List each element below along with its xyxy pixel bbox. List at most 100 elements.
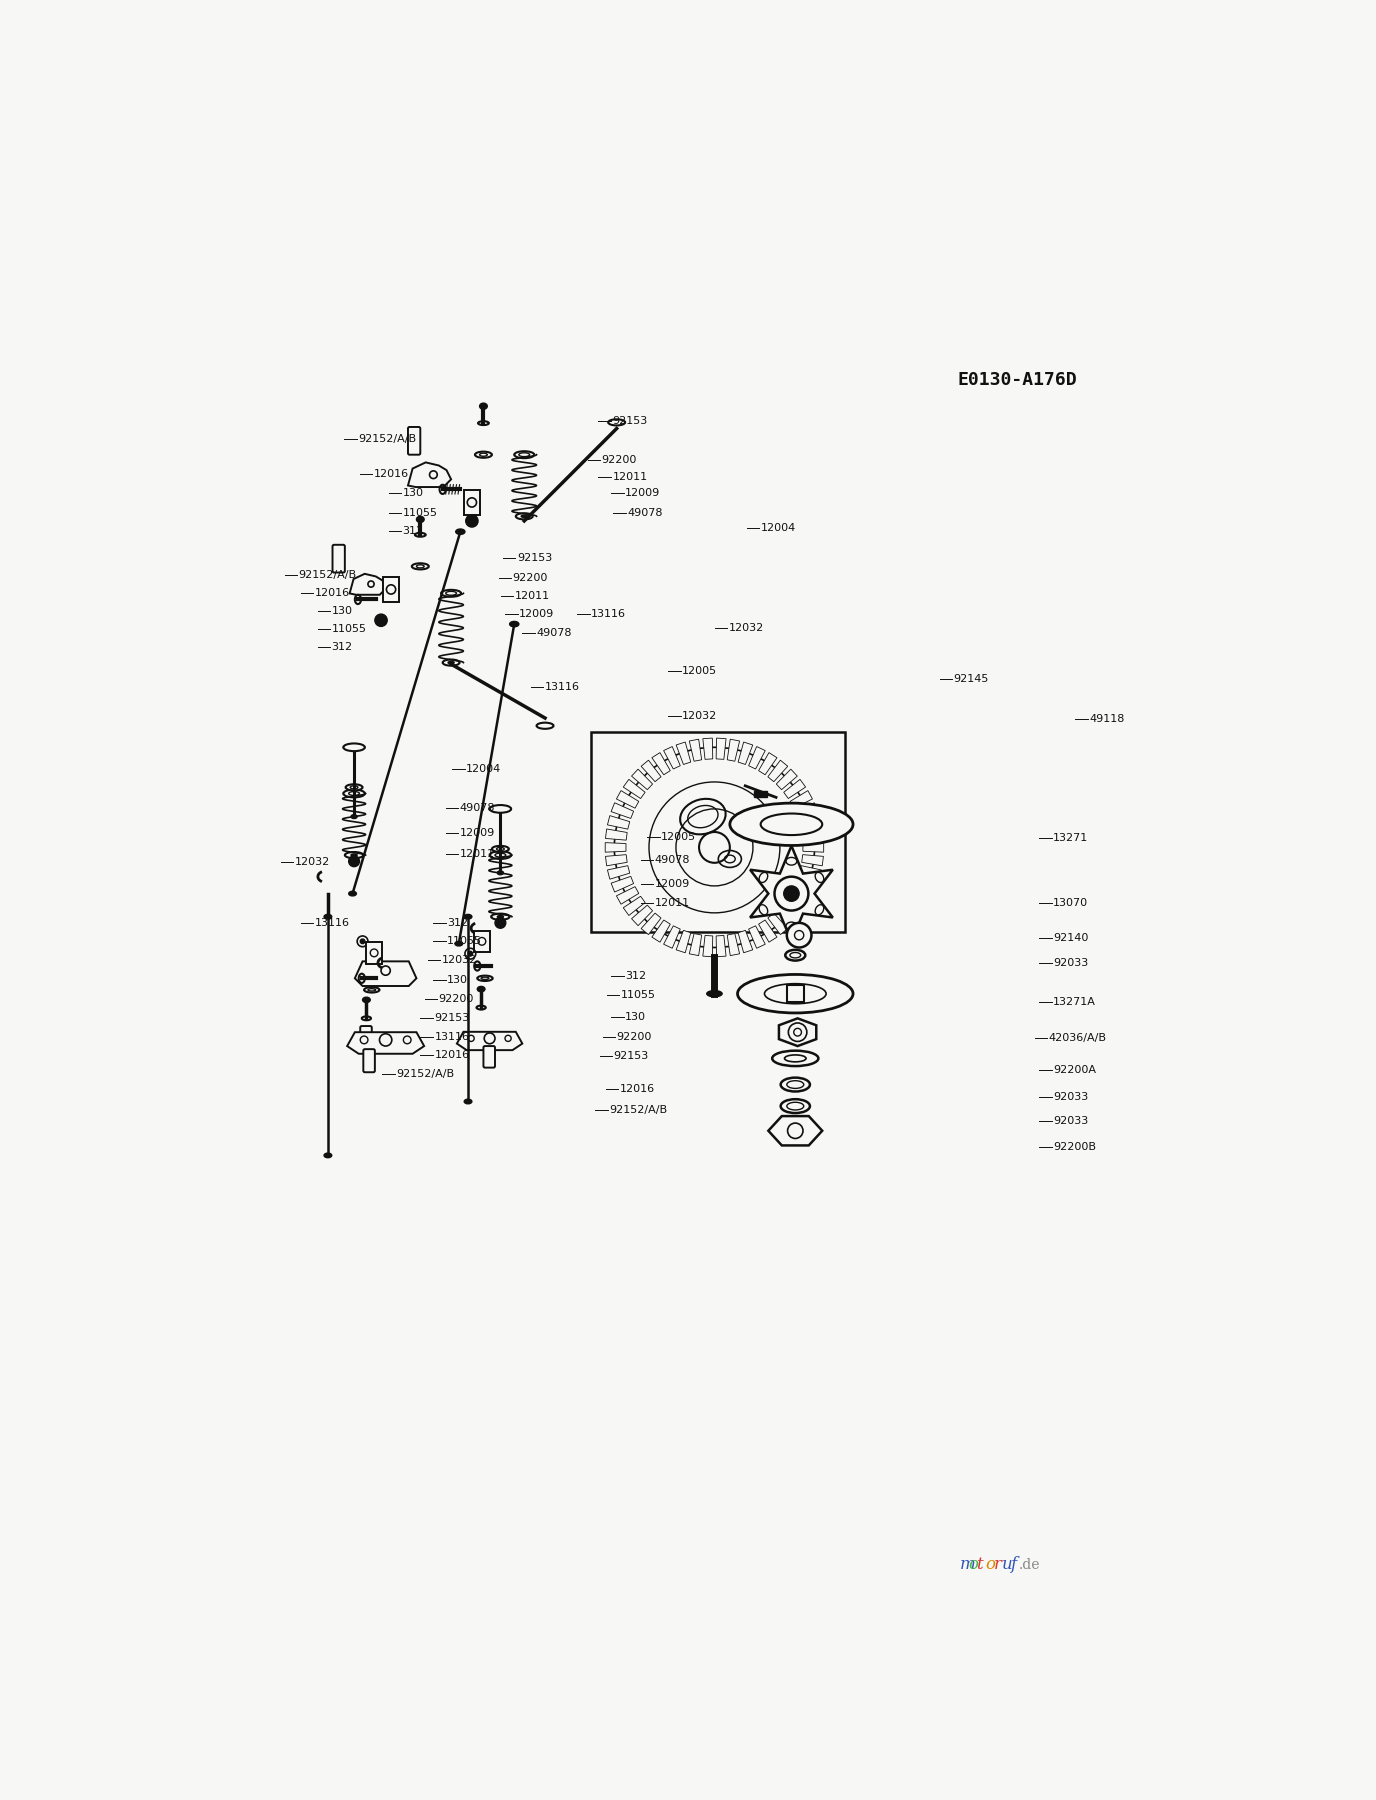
Polygon shape <box>607 866 630 878</box>
Ellipse shape <box>477 986 484 992</box>
Text: 42036/A/B: 42036/A/B <box>1049 1033 1106 1042</box>
Polygon shape <box>799 866 821 878</box>
Text: 92153: 92153 <box>614 1051 648 1060</box>
Polygon shape <box>776 905 797 925</box>
Text: r: r <box>993 1555 1002 1573</box>
Polygon shape <box>641 760 660 781</box>
Ellipse shape <box>787 1102 804 1111</box>
Polygon shape <box>716 738 727 760</box>
Text: 92200: 92200 <box>439 994 473 1004</box>
Ellipse shape <box>490 851 510 859</box>
Text: 49118: 49118 <box>1090 715 1124 724</box>
Ellipse shape <box>790 952 801 958</box>
Ellipse shape <box>780 1100 810 1112</box>
Ellipse shape <box>729 803 853 846</box>
Polygon shape <box>750 846 832 941</box>
Polygon shape <box>350 574 387 594</box>
Text: 92145: 92145 <box>954 673 989 684</box>
Polygon shape <box>804 842 824 851</box>
Polygon shape <box>384 578 399 601</box>
Ellipse shape <box>325 1154 332 1157</box>
Text: 13271A: 13271A <box>1053 997 1095 1006</box>
Ellipse shape <box>786 857 797 866</box>
Ellipse shape <box>343 743 365 751</box>
Polygon shape <box>663 747 680 769</box>
Text: 12016: 12016 <box>435 1049 469 1060</box>
Ellipse shape <box>446 592 457 596</box>
Text: 12011: 12011 <box>460 848 495 859</box>
Ellipse shape <box>522 515 527 517</box>
Text: u: u <box>1002 1555 1013 1573</box>
Circle shape <box>348 855 359 866</box>
Polygon shape <box>605 842 626 851</box>
Ellipse shape <box>449 661 454 664</box>
Polygon shape <box>676 742 691 765</box>
Text: 11055: 11055 <box>332 625 366 634</box>
Polygon shape <box>347 1031 424 1053</box>
Polygon shape <box>738 931 753 952</box>
Text: 130: 130 <box>332 607 352 616</box>
Text: 11055: 11055 <box>447 936 482 945</box>
Text: 92152/A/B: 92152/A/B <box>610 1105 667 1114</box>
Circle shape <box>794 931 804 940</box>
Polygon shape <box>607 815 630 830</box>
Ellipse shape <box>491 846 509 851</box>
Polygon shape <box>768 760 787 781</box>
Circle shape <box>468 1035 475 1042</box>
Ellipse shape <box>491 914 509 920</box>
Ellipse shape <box>765 983 826 1004</box>
Circle shape <box>787 923 812 947</box>
Text: 92200: 92200 <box>601 455 637 464</box>
Polygon shape <box>790 790 812 808</box>
Text: 12005: 12005 <box>682 666 717 675</box>
Circle shape <box>370 949 378 958</box>
Polygon shape <box>689 934 702 956</box>
Ellipse shape <box>455 941 462 947</box>
Text: 92140: 92140 <box>1053 932 1088 943</box>
Text: 312: 312 <box>403 526 424 536</box>
Ellipse shape <box>348 792 359 796</box>
Circle shape <box>495 918 506 929</box>
Text: 312: 312 <box>625 970 647 981</box>
Polygon shape <box>758 920 777 941</box>
Text: 12009: 12009 <box>655 878 689 889</box>
Circle shape <box>787 1123 804 1138</box>
Polygon shape <box>784 779 805 799</box>
Polygon shape <box>632 769 652 790</box>
Circle shape <box>484 1033 495 1044</box>
Text: 49078: 49078 <box>627 508 663 518</box>
Circle shape <box>361 940 365 943</box>
Polygon shape <box>366 941 381 963</box>
Circle shape <box>387 585 396 594</box>
Text: 92200: 92200 <box>616 1031 652 1042</box>
Text: 11055: 11055 <box>621 990 656 1001</box>
Text: 92200: 92200 <box>513 572 548 583</box>
Ellipse shape <box>707 990 722 997</box>
Polygon shape <box>776 769 797 790</box>
Ellipse shape <box>760 873 768 882</box>
Text: 12004: 12004 <box>761 522 795 533</box>
Polygon shape <box>795 803 817 819</box>
Circle shape <box>380 1033 392 1046</box>
Ellipse shape <box>497 848 504 850</box>
Circle shape <box>403 1037 411 1044</box>
Ellipse shape <box>761 814 823 835</box>
Ellipse shape <box>345 851 363 859</box>
Polygon shape <box>611 877 633 893</box>
Polygon shape <box>728 934 739 956</box>
Polygon shape <box>790 887 812 904</box>
FancyBboxPatch shape <box>483 1046 495 1067</box>
Text: 49078: 49078 <box>537 628 571 639</box>
Circle shape <box>505 1035 510 1042</box>
Ellipse shape <box>780 1078 810 1091</box>
Polygon shape <box>663 925 680 949</box>
Text: 12032: 12032 <box>294 857 330 868</box>
Polygon shape <box>407 463 451 488</box>
Text: 12016: 12016 <box>374 468 409 479</box>
FancyBboxPatch shape <box>407 427 420 455</box>
Text: E0130-A176D: E0130-A176D <box>958 371 1077 389</box>
Ellipse shape <box>497 916 504 918</box>
FancyBboxPatch shape <box>361 1026 372 1049</box>
Ellipse shape <box>490 805 510 814</box>
Circle shape <box>477 938 486 945</box>
